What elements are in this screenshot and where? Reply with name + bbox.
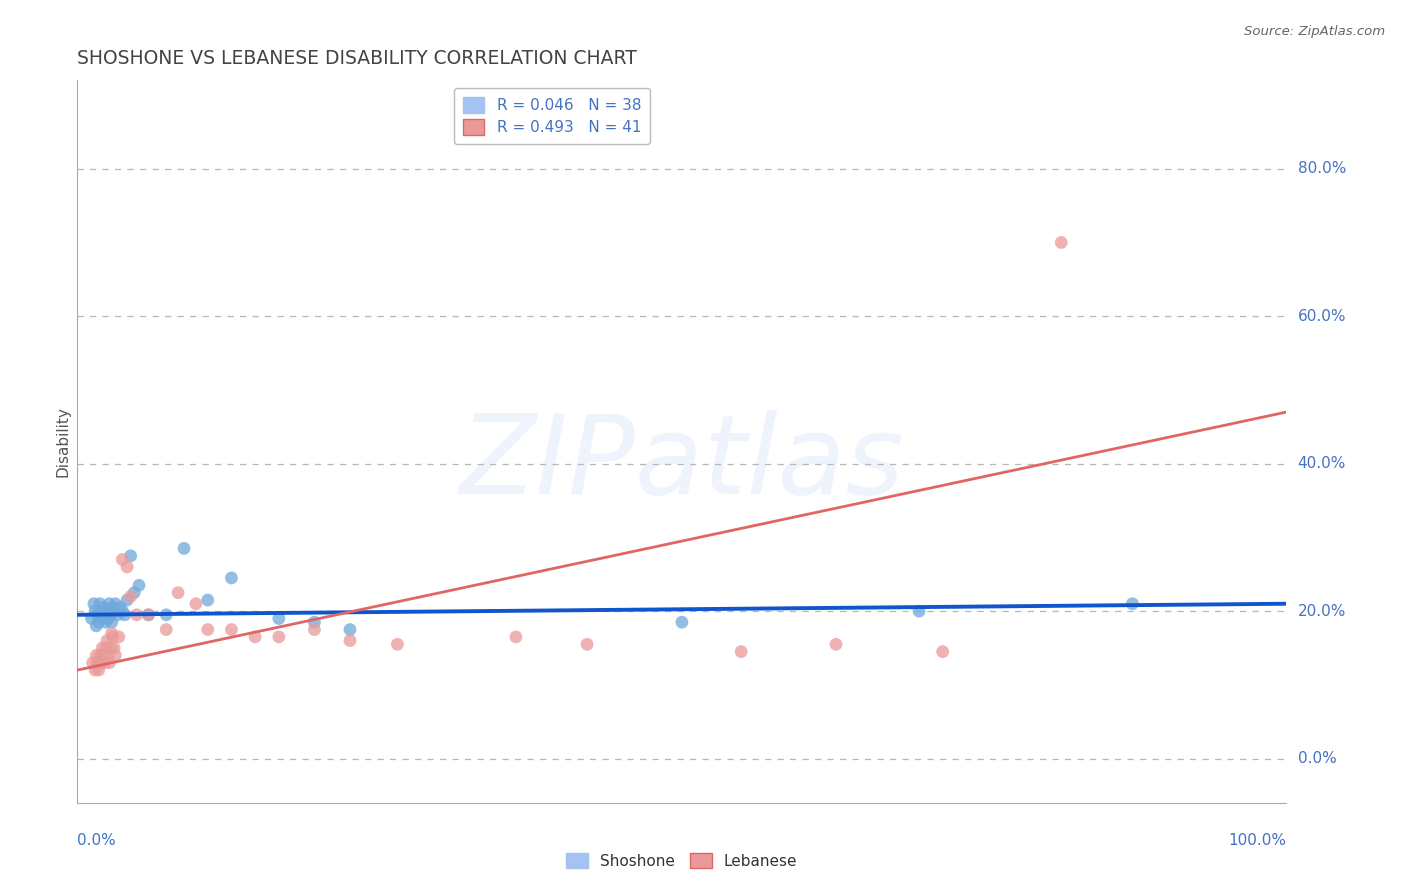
Text: ZIPatlas: ZIPatlas (460, 409, 904, 516)
Point (115, 593, 138, 607)
Point (1121, 597, 1143, 611)
Point (103, 640, 125, 655)
Text: Source: ZipAtlas.com: Source: ZipAtlas.com (1244, 25, 1385, 38)
Point (1050, 235, 1073, 250)
Point (101, 600, 124, 615)
Point (104, 648, 127, 663)
Point (100, 607, 122, 622)
Point (339, 633, 361, 648)
Point (90, 656, 112, 670)
Point (122, 585, 145, 599)
Text: 60.0%: 60.0% (1298, 309, 1346, 324)
Point (94, 640, 117, 655)
Point (671, 615, 693, 630)
Text: 0.0%: 0.0% (77, 833, 117, 848)
Point (101, 630, 124, 644)
Point (100, 615, 122, 630)
Point (89, 648, 111, 663)
Point (98, 656, 121, 670)
Point (221, 571, 243, 585)
Point (221, 623, 243, 637)
Point (93, 656, 115, 670)
Point (908, 604, 931, 618)
Text: 100.0%: 100.0% (1229, 833, 1286, 848)
Point (90, 604, 112, 618)
Point (94, 615, 117, 630)
Point (576, 637, 599, 651)
Point (111, 552, 134, 566)
Point (120, 590, 142, 604)
Point (167, 585, 190, 599)
Point (108, 600, 131, 615)
Point (387, 637, 409, 651)
Point (138, 607, 160, 622)
Point (93, 607, 115, 622)
Point (93, 600, 115, 615)
Point (84, 619, 107, 633)
Point (155, 607, 177, 622)
Point (96, 604, 118, 618)
Point (304, 623, 326, 637)
Point (138, 607, 160, 622)
Point (84, 604, 107, 618)
Point (98, 597, 121, 611)
Point (128, 578, 150, 592)
Point (86, 607, 108, 622)
Point (82, 656, 104, 670)
Point (267, 630, 290, 644)
Point (108, 630, 131, 644)
Text: 20.0%: 20.0% (1298, 604, 1346, 619)
Point (86, 656, 108, 670)
Legend: Shoshone, Lebanese: Shoshone, Lebanese (561, 847, 803, 875)
Point (107, 607, 129, 622)
Point (84, 648, 107, 663)
Point (87, 663, 110, 677)
Point (91, 640, 114, 655)
Point (83, 597, 105, 611)
Point (100, 626, 122, 640)
Point (125, 607, 148, 622)
Point (96, 633, 118, 648)
Point (730, 645, 752, 659)
Point (184, 597, 207, 611)
Text: 0.0%: 0.0% (1298, 751, 1336, 766)
Point (243, 630, 266, 644)
Point (120, 549, 142, 563)
Point (104, 597, 127, 611)
Point (505, 630, 527, 644)
Point (114, 607, 136, 622)
Point (173, 541, 195, 556)
Text: 40.0%: 40.0% (1298, 456, 1346, 471)
Point (97, 611, 120, 625)
Point (100, 640, 122, 655)
Point (111, 604, 134, 618)
Point (91, 611, 114, 625)
Point (931, 645, 953, 659)
Text: 80.0%: 80.0% (1298, 161, 1346, 177)
Point (93, 648, 115, 663)
Point (339, 623, 361, 637)
Text: SHOSHONE VS LEBANESE DISABILITY CORRELATION CHART: SHOSHONE VS LEBANESE DISABILITY CORRELAT… (77, 48, 637, 68)
Point (115, 560, 138, 574)
Point (155, 623, 177, 637)
Point (197, 593, 219, 607)
Point (197, 623, 219, 637)
Point (87, 615, 110, 630)
Point (80, 611, 103, 625)
Point (89, 597, 111, 611)
Point (97, 648, 120, 663)
Point (267, 611, 290, 625)
Point (304, 615, 326, 630)
Y-axis label: Disability: Disability (55, 406, 70, 477)
Point (825, 637, 848, 651)
Point (84, 663, 107, 677)
